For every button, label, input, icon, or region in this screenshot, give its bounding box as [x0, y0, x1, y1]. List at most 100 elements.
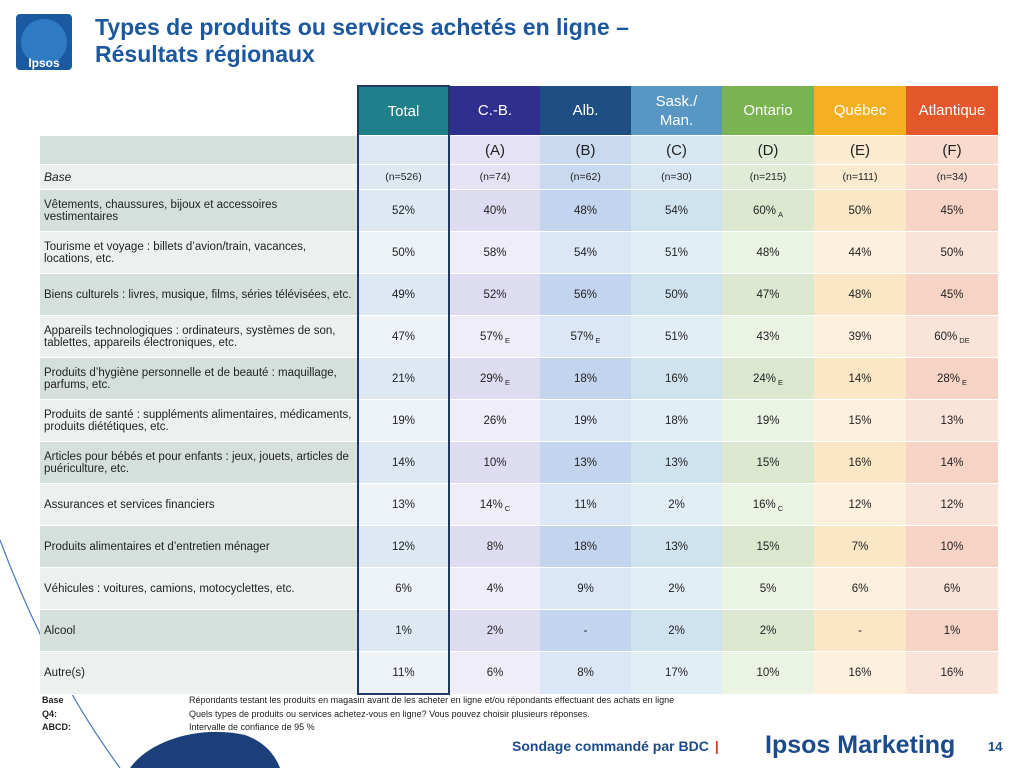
- table-cell: 2%: [631, 483, 722, 526]
- table-cell: 50%: [814, 189, 906, 232]
- significance-marker: DE: [959, 335, 970, 345]
- footer-separator: |: [714, 738, 719, 754]
- column-letter: (C): [631, 135, 722, 165]
- note-text: Répondants testant les produits en magas…: [189, 695, 675, 705]
- cell-value: 29%: [479, 372, 503, 385]
- cell-value: 44%: [848, 246, 872, 259]
- column-header: C.-B.: [449, 86, 540, 136]
- cell-value: 12%: [940, 498, 964, 511]
- table-cell: 48%: [722, 231, 814, 274]
- cell-value: 28%: [936, 372, 960, 385]
- cell-value: 58%: [483, 246, 507, 259]
- cell-value: 11%: [392, 666, 415, 679]
- significance-marker: E: [595, 335, 601, 345]
- row-label: Produits alimentaires et d’entretien mén…: [40, 525, 358, 568]
- cell-value: 56%: [573, 288, 598, 301]
- page-title: Types de produits ou services achetés en…: [95, 14, 629, 68]
- cell-value: 21%: [391, 372, 416, 385]
- table-cell: 19%: [540, 399, 631, 442]
- column-header-label: Total: [387, 102, 420, 120]
- table-cell: 12%: [357, 525, 450, 568]
- table-cell: 13%: [631, 441, 722, 484]
- table-cell: 18%: [540, 525, 631, 568]
- cell-value: 15%: [756, 540, 780, 553]
- column-header-label: Ontario: [743, 102, 793, 119]
- base-count: (n=215): [722, 164, 814, 190]
- cell-value: 43%: [756, 330, 780, 343]
- column-header-label: C.-B.: [477, 102, 513, 119]
- cell-value: 14%: [479, 498, 503, 511]
- table-cell: 13%: [906, 399, 998, 442]
- row-label: Produits de santé : suppléments alimenta…: [40, 399, 358, 442]
- column-header-label: Québec: [833, 102, 887, 119]
- cell-value: 6%: [486, 666, 504, 679]
- table-row: Autre(s) 11% 6% 8% 17% 10% 16% 16%: [40, 651, 998, 695]
- table-cell: 8%: [449, 525, 540, 568]
- table-cell: 50%: [631, 273, 722, 316]
- cell-value: 13%: [664, 540, 689, 553]
- cell-value: 8%: [486, 540, 504, 553]
- table-cell: 17%: [631, 651, 722, 695]
- table-cell: 21%: [357, 357, 450, 400]
- table-cell: 14% C: [449, 483, 540, 526]
- cell-value: 14%: [391, 456, 416, 469]
- cell-value: 14%: [940, 456, 964, 469]
- logo-head-icon: [21, 19, 67, 65]
- cell-value: 1%: [943, 624, 961, 637]
- table-cell: 16%: [631, 357, 722, 400]
- cell-value: 19%: [756, 414, 780, 427]
- row-label: Véhicules : voitures, camions, motocycle…: [40, 567, 358, 610]
- table-cell: 18%: [631, 399, 722, 442]
- table-cell: 19%: [722, 399, 814, 442]
- cell-value: 49%: [391, 288, 416, 301]
- table-cell: 15%: [814, 399, 906, 442]
- cell-value: 47%: [756, 288, 780, 301]
- table-cell: 60% A: [722, 189, 814, 232]
- cell-value: 13%: [664, 456, 689, 469]
- table-row: Appareils technologiques : ordinateurs, …: [40, 315, 998, 358]
- column-header: Atlantique: [906, 86, 998, 136]
- table-cell: 10%: [906, 525, 998, 568]
- cell-value: 10%: [756, 666, 780, 679]
- cell-value: -: [583, 624, 588, 637]
- note-text: Quels types de produits ou services ache…: [189, 708, 590, 719]
- table-cell: 49%: [357, 273, 450, 316]
- cell-value: 12%: [391, 540, 416, 553]
- table-cell: 14%: [357, 441, 450, 484]
- note-key: ABCD:: [42, 722, 71, 732]
- base-count: (n=34): [906, 164, 998, 190]
- table-cell: 2%: [631, 609, 722, 652]
- table-cell: 19%: [357, 399, 450, 442]
- table-cell: 51%: [631, 231, 722, 274]
- column-letter: (B): [540, 135, 631, 165]
- cell-value: 1%: [395, 624, 412, 637]
- table-cell: 2%: [631, 567, 722, 610]
- cell-value: 9%: [577, 582, 594, 595]
- column-letter: (A): [449, 135, 540, 165]
- table-cell: 50%: [906, 231, 998, 274]
- table-cell: 24% E: [722, 357, 814, 400]
- region-header-row: Total C.-B. Alb. Sask./ Man. Ontario Québec At…: [40, 85, 998, 136]
- cell-value: 16%: [664, 372, 689, 385]
- table-cell: 57% E: [540, 315, 631, 358]
- cell-value: 10%: [483, 456, 507, 469]
- base-row: Base (n=526) (n=74) (n=62) (n=30) (n=215) (n=1…: [40, 164, 998, 190]
- table-cell: 2%: [722, 609, 814, 652]
- title-line-1: Types de produits ou services achetés en…: [95, 14, 629, 40]
- column-header-label: Atlantique: [918, 102, 986, 119]
- column-header: Ontario: [722, 86, 814, 136]
- row-label: Alcool: [40, 609, 358, 652]
- cell-value: 48%: [573, 204, 598, 217]
- results-table: Total C.-B. Alb. Sask./ Man. Ontario Québec At…: [40, 85, 998, 695]
- note-key: Q4:: [42, 708, 58, 719]
- cell-value: 19%: [573, 414, 598, 427]
- cell-value: 18%: [573, 540, 598, 553]
- cell-value: 40%: [483, 204, 507, 217]
- cell-value: 50%: [664, 288, 689, 301]
- cell-value: 15%: [848, 414, 872, 427]
- table-cell: 2%: [449, 609, 540, 652]
- table-row: Vêtements, chaussures, bijoux et accesso…: [40, 189, 998, 232]
- brand-name: Ipsos Marketing: [765, 731, 956, 759]
- row-label: Biens culturels : livres, musique, films…: [40, 273, 358, 316]
- table-cell: 54%: [540, 231, 631, 274]
